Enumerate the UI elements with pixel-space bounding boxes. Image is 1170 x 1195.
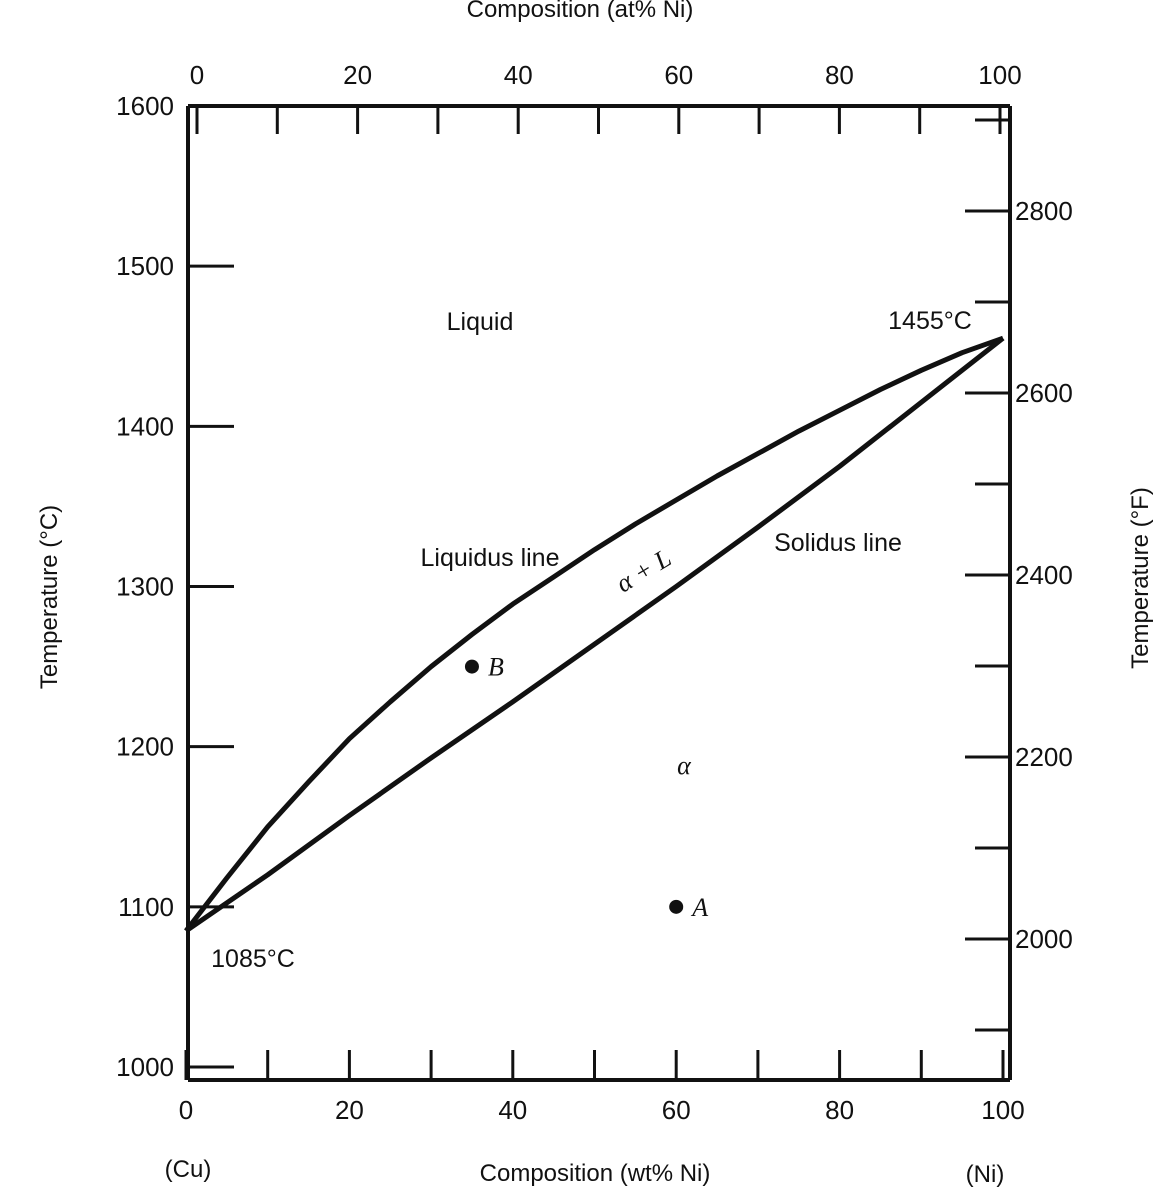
x-tick-label-top: 100 [978,60,1021,90]
x-tick-label-top: 0 [190,60,204,90]
y-tick-label-left: 1300 [116,572,174,602]
y2-tick-label-right: 2600 [1015,378,1073,408]
region-alpha-label: α [677,751,692,780]
y2-tick-label-right: 2200 [1015,742,1073,772]
y-tick-label-left: 1100 [118,892,174,922]
x-tick-label-top: 60 [664,60,693,90]
y2-tick-label-right: 2800 [1015,196,1073,226]
plot-frame [186,104,1012,1082]
x-tick-label-bottom: 100 [981,1095,1024,1125]
x-axis-title-top: Composition (at% Ni) [467,0,694,23]
y-tick-label-left: 1600 [116,91,174,121]
composition-points: BA [464,653,708,922]
x-tick-label-bottom: 20 [335,1095,364,1125]
solidus-line-curve [184,336,1005,933]
y-tick-label-left: 1200 [116,732,174,762]
point-a-label: A [690,893,708,922]
y-tick-label-left: 1500 [116,251,174,281]
ni-end-label: (Ni) [966,1161,1005,1188]
y2-tick-label-right: 2000 [1015,924,1073,954]
liquidus-line-curve [184,335,1004,933]
tick-labels: 0 20 40 60 80 1000 20 40 60 80 1001000110012001300… [116,60,1073,1125]
x-tick-label-bottom: 80 [825,1095,854,1125]
solidus-line-label: Solidus line [774,529,902,557]
x-axis-title-bottom: Composition (wt% Ni) [480,1160,711,1187]
melting-point-cu-label: 1085°C [211,945,295,973]
x-tick-label-bottom: 60 [662,1095,691,1125]
point-b-label: B [488,653,504,682]
y-axis-title-right: Temperature (°F) [1127,487,1154,669]
region-liquid-label: Liquid [447,308,514,336]
cu-end-label: (Cu) [165,1156,212,1183]
region-two-phase-label: α + L [611,543,676,598]
y-tick-label-left: 1400 [116,411,174,441]
x-tick-label-top: 40 [504,60,533,90]
y-tick-label-left: 1000 [116,1052,174,1082]
liquidus-line-label: Liquidus line [421,544,560,572]
x-tick-label-top: 20 [343,60,372,90]
y2-tick-label-right: 2400 [1015,560,1073,590]
x-tick-label-bottom: 40 [498,1095,527,1125]
x-tick-label-bottom: 0 [179,1095,193,1125]
tick-marks [184,104,1010,1080]
y-axis-title-left: Temperature (°C) [36,505,63,689]
x-tick-label-top: 80 [825,60,854,90]
point-a-marker [669,899,684,914]
melting-point-ni-label: 1455°C [888,307,972,335]
point-b-marker [464,659,479,674]
phase-boundaries [184,335,1005,933]
